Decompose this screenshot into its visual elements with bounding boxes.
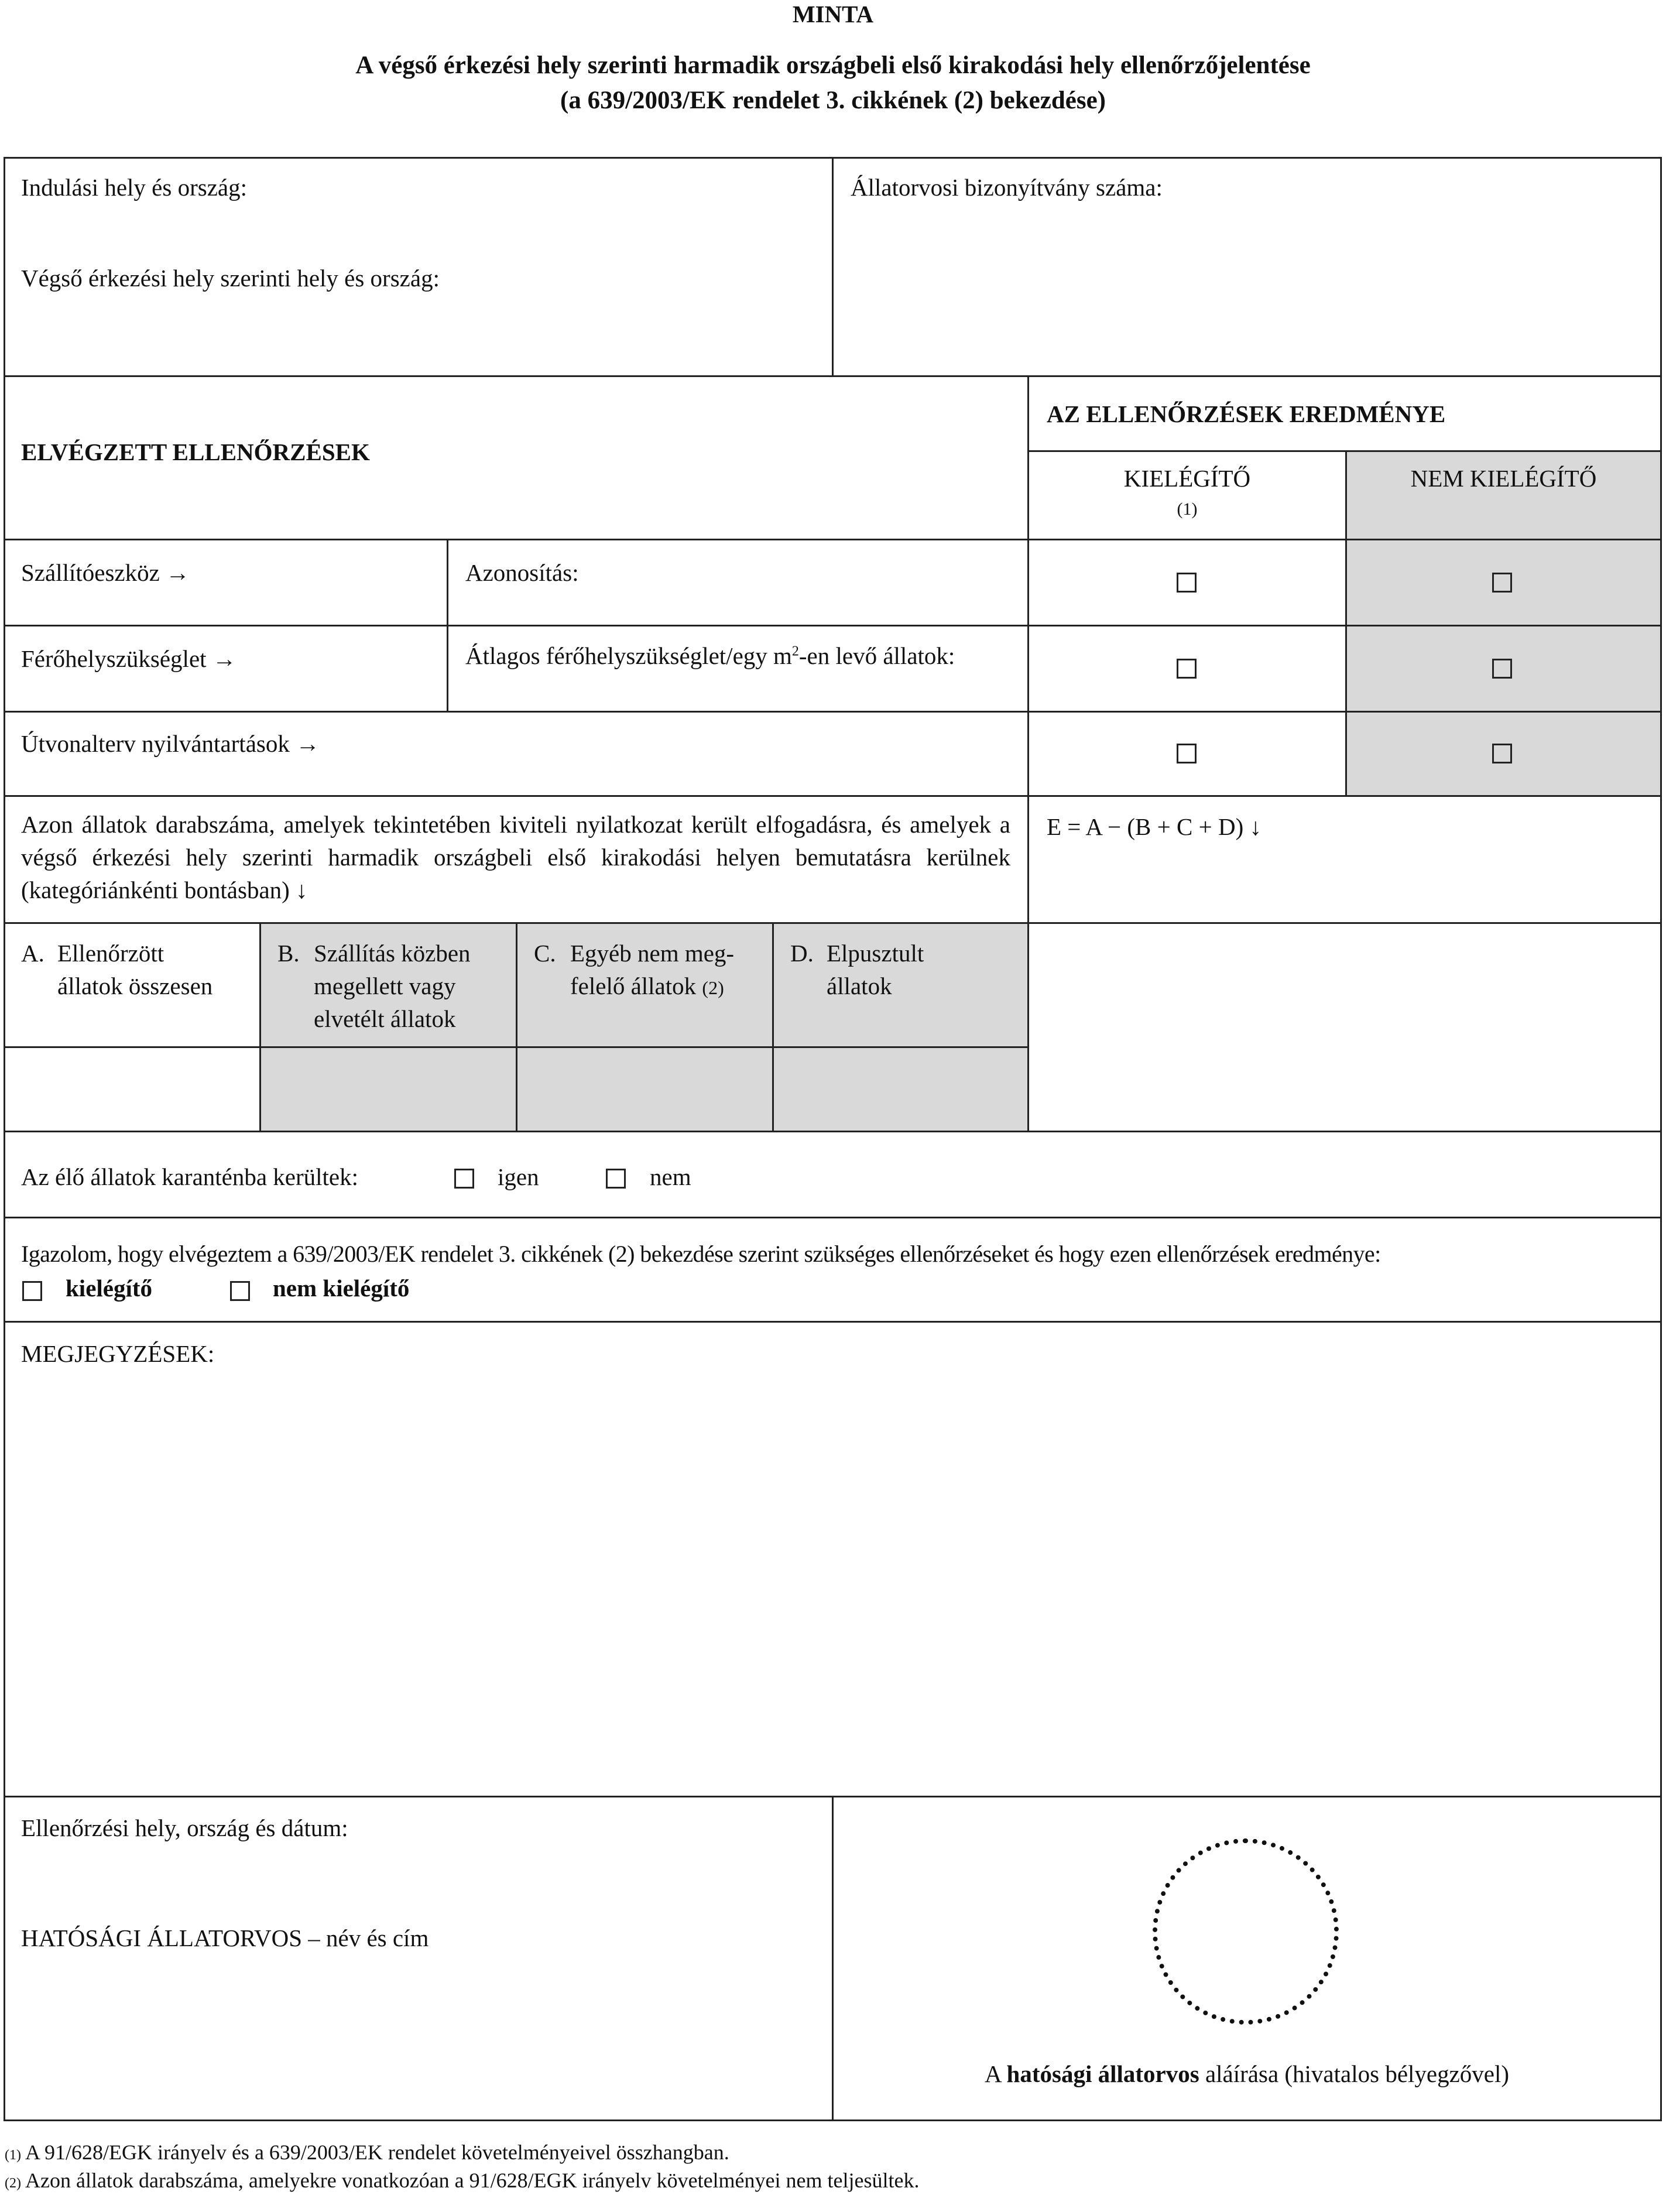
- quarantine-no-label: nem: [650, 1163, 691, 1190]
- official-stamp-circle: [1153, 1838, 1339, 2025]
- unsatisfactory-label: NEM KIELÉGÍTŐ: [1410, 465, 1597, 492]
- transport-unsatisfactory-checkbox[interactable]: [1492, 573, 1512, 593]
- signature-label-bold: hatósági állatorvos: [1006, 2060, 1199, 2087]
- route-nok-cell: [1345, 711, 1662, 797]
- footnote-1-mark: (1): [5, 2148, 21, 2163]
- category-c-letter: C.: [534, 940, 556, 967]
- transport-nok-cell: [1345, 539, 1662, 626]
- category-b-line2: megellett vagy: [314, 973, 456, 999]
- formula: E = A − (B + C + D) ↓: [1047, 813, 1262, 840]
- category-d-header: [772, 922, 1029, 1048]
- certification-cell: [4, 1217, 1662, 1323]
- route-satisfactory-checkbox[interactable]: [1177, 744, 1197, 763]
- certify-satisfactory-checkbox[interactable]: [22, 1281, 42, 1301]
- space-satisfactory-checkbox[interactable]: [1177, 659, 1197, 679]
- route-label: Útvonalterv nyilvántartások →: [21, 730, 320, 757]
- category-a-line1: Ellenőrzött: [57, 940, 164, 967]
- space-unsatisfactory-checkbox[interactable]: [1492, 659, 1512, 679]
- form-subtitle: (a 639/2003/EK rendelet 3. cikkének (2) …: [560, 87, 1106, 114]
- satisfactory-label: KIELÉGÍTŐ: [1123, 465, 1251, 492]
- place-date-label: Ellenőrzési hely, ország és dátum:: [21, 1814, 348, 1841]
- certification-text: Igazolom, hogy elvégeztem a 639/2003/EK …: [21, 1241, 1381, 1267]
- category-b-line3: elvetélt állatok: [314, 1005, 456, 1032]
- signature-label-prefix: A: [984, 2060, 1007, 2087]
- satisfactory-footnote-ref: (1): [1177, 499, 1198, 519]
- checks-heading: ELVÉGZETT ELLENŐRZÉSEK: [21, 439, 370, 465]
- inspection-place-cell[interactable]: [4, 1796, 834, 2121]
- identification-label: Azonosítás:: [465, 559, 579, 586]
- transport-label: Szállítóeszköz →: [21, 559, 190, 586]
- signature-cell[interactable]: [832, 1796, 1662, 2121]
- category-d-line1: Elpusztult: [827, 940, 924, 967]
- signature-label-suffix: aláírása (hivatalos bélyegzővel): [1199, 2060, 1510, 2087]
- category-a-line2: állatok összesen: [57, 973, 213, 999]
- category-c-line1: Egyéb nem meg-: [570, 940, 735, 967]
- form-title: A végső érkezési hely szerinti harmadik …: [355, 52, 1311, 79]
- quarantine-yes-label: igen: [498, 1163, 539, 1190]
- footnote-2-mark: (2): [5, 2176, 21, 2191]
- remarks-cell[interactable]: [4, 1321, 1662, 1797]
- quarantine-yes-checkbox[interactable]: [454, 1169, 474, 1189]
- category-b-letter: B.: [277, 940, 300, 967]
- category-b-line1: Szállítás közben: [314, 940, 471, 967]
- result-e-cell[interactable]: [1027, 922, 1662, 1132]
- certify-satisfactory-label: kielégítő: [66, 1275, 153, 1302]
- category-a-letter: A.: [21, 940, 44, 967]
- unsatisfactory-col-header: [1345, 450, 1662, 540]
- certificate-label: Állatorvosi bizonyítvány száma:: [851, 174, 1163, 201]
- sample-label: MINTA: [792, 1, 874, 28]
- category-d-letter: D.: [790, 940, 814, 967]
- category-b-value[interactable]: [259, 1046, 517, 1132]
- quarantine-no-checkbox[interactable]: [606, 1169, 626, 1189]
- density-label-sup: 2: [791, 643, 799, 659]
- category-c-line2-text: felelő állatok: [570, 973, 697, 999]
- quarantine-label: Az élő állatok karanténba kerültek:: [21, 1163, 359, 1190]
- density-label-text: Átlagos férőhelyszükséglet/egy m: [465, 642, 792, 669]
- category-d-value[interactable]: [772, 1046, 1029, 1132]
- certify-unsatisfactory-label: nem kielégítő: [273, 1275, 410, 1302]
- counts-description: Azon állatok darabszáma, amelyek tekinte…: [21, 811, 1010, 903]
- signature-label: A hatósági állatorvos aláírása (hivatalo…: [832, 2062, 1662, 2086]
- footnote-1: (1) A 91/628/EGK irányelv és a 639/2003/…: [5, 2142, 729, 2163]
- category-d-line2: állatok: [827, 973, 892, 999]
- official-vet-label: HATÓSÁGI ÁLLATORVOS – név és cím: [21, 1925, 429, 1951]
- destination-label: Végső érkezési hely szerinti hely és ors…: [21, 265, 440, 292]
- density-label-suffix: -en levő állatok:: [798, 642, 955, 669]
- category-c-footnote-ref: (2): [702, 977, 724, 998]
- category-a-value[interactable]: [4, 1046, 261, 1132]
- footnote-2-text: Azon állatok darabszáma, amelyekre vonat…: [20, 2169, 920, 2192]
- category-c-line2: felelő állatok (2): [570, 974, 724, 998]
- density-label: Átlagos férőhelyszükséglet/egy m2-en lev…: [465, 644, 955, 668]
- space-label: Férőhelyszükséglet →: [21, 645, 236, 672]
- footnote-2: (2) Azon állatok darabszáma, amelyekre v…: [5, 2170, 919, 2191]
- transport-satisfactory-checkbox[interactable]: [1177, 573, 1197, 593]
- category-c-value[interactable]: [516, 1046, 774, 1132]
- results-heading: AZ ELLENŐRZÉSEK EREDMÉNYE: [1047, 400, 1446, 427]
- footnote-1-text: A 91/628/EGK irányelv és a 639/2003/EK r…: [20, 2141, 729, 2164]
- satisfactory-col-header: [1027, 450, 1347, 540]
- remarks-label: MEGJEGYZÉSEK:: [21, 1340, 215, 1367]
- certify-unsatisfactory-checkbox[interactable]: [230, 1281, 250, 1301]
- route-unsatisfactory-checkbox[interactable]: [1492, 744, 1512, 763]
- departure-label: Indulási hely és ország:: [21, 174, 247, 201]
